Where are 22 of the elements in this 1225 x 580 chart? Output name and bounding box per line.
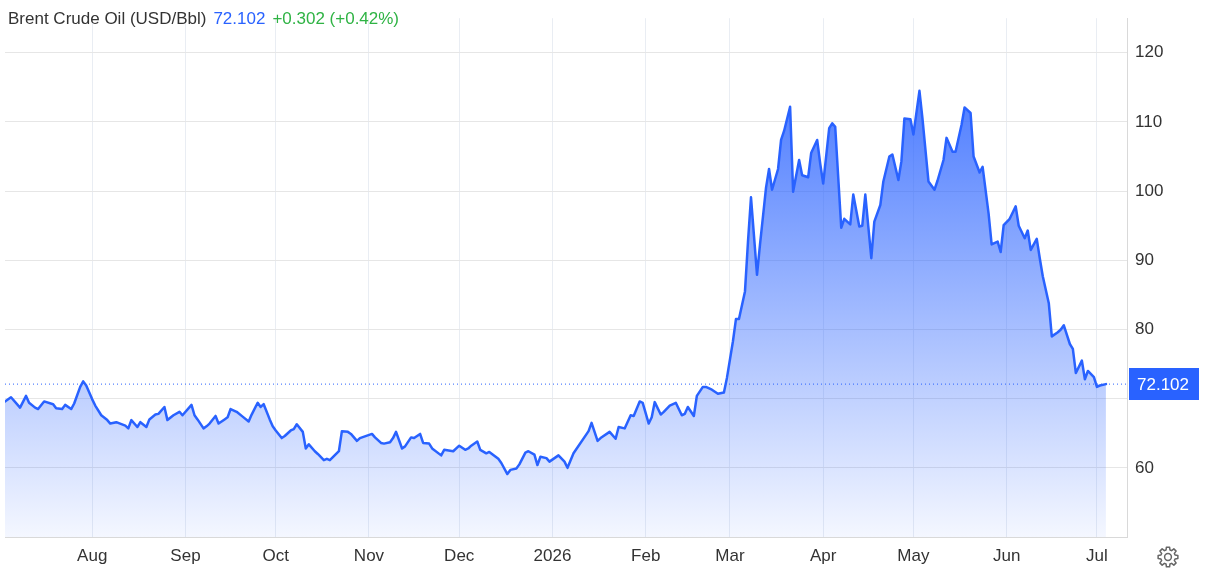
x-tick-label: Dec (444, 545, 475, 565)
x-tick-label: May (897, 545, 930, 565)
x-tick-label: 2026 (533, 545, 572, 565)
x-tick-label: Oct (262, 545, 290, 565)
ref-line-label: 72.102 (1137, 374, 1189, 394)
x-tick-label: Aug (77, 545, 108, 565)
x-tick-label: Apr (809, 545, 837, 565)
annotation: 72.102 (213, 9, 266, 28)
chart-title: Brent Crude Oil (USD/Bbl) (8, 9, 207, 28)
x-tick-label: Sep (170, 545, 201, 565)
y-tick-label: 120 (1135, 42, 1164, 62)
y-tick-label: 90 (1135, 249, 1154, 269)
y-tick-label: 80 (1135, 319, 1154, 339)
x-tick-label: Nov (353, 545, 385, 565)
y-tick-label: 60 (1135, 457, 1154, 477)
y-tick-label: 110 (1135, 111, 1163, 131)
annotation: +0.302 (+0.42%) (272, 9, 400, 28)
x-tick-label: Jun (992, 545, 1021, 565)
y-tick-label: 100 (1135, 180, 1164, 200)
x-tick-label: Mar (715, 545, 745, 565)
x-tick-label: Jul (1086, 545, 1108, 565)
x-tick-label: Feb (631, 545, 661, 565)
